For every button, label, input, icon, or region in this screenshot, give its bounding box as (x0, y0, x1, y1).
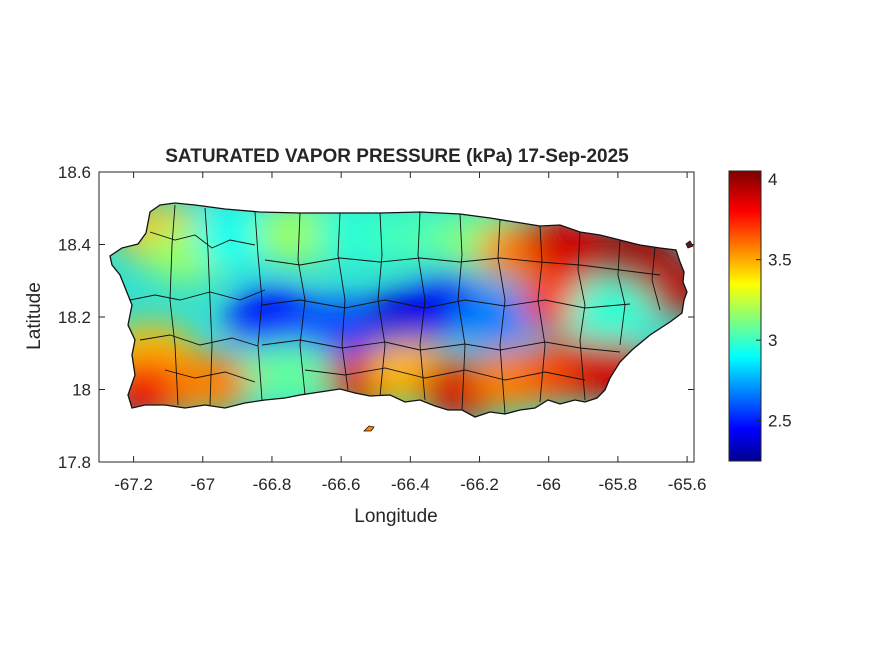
x-tick-label: -66.2 (460, 475, 499, 494)
heat-region-12 (297, 297, 386, 358)
x-tick-label: -65.6 (668, 475, 707, 494)
municipality-border-20 (304, 367, 586, 381)
colorbar-tick-label: 2.5 (768, 412, 792, 431)
municipality-border-0 (149, 231, 256, 249)
municipality-borders (129, 204, 661, 415)
municipality-border-8 (337, 212, 349, 391)
municipality-border-4 (254, 211, 263, 401)
municipality-border-15 (617, 239, 626, 346)
heat-region-20 (165, 352, 254, 413)
municipality-border-13 (537, 225, 546, 403)
municipality-border-1 (129, 289, 266, 301)
y-axis: 18.6 18.4 18.2 18 17.8 (58, 163, 694, 472)
x-tick-label: -67 (190, 475, 215, 494)
x-tick-label: -67.2 (114, 475, 153, 494)
y-axis-label: Latitude (24, 282, 45, 350)
x-tick-label: -66.8 (253, 475, 292, 494)
x-axis: -67.2 -67 -66.8 -66.6 -66.4 -66.2 -66 -65.8 -65.… (114, 172, 706, 494)
municipality-border-9 (377, 212, 386, 397)
heat-region-21 (245, 341, 334, 402)
x-axis-label: Longitude (354, 506, 437, 527)
municipality-border-6 (169, 204, 179, 406)
x-tick-label: -66.4 (391, 475, 430, 494)
municipality-border-12 (497, 219, 506, 415)
municipality-border-19 (261, 339, 621, 353)
municipality-border-17 (264, 257, 661, 276)
colorbar-ticks: 4 3.5 3 2.5 (756, 170, 792, 431)
municipality-border-18 (261, 299, 631, 309)
municipality-border-7 (297, 212, 306, 396)
x-tick-label: -65.8 (599, 475, 638, 494)
municipality-border-5 (204, 207, 213, 406)
colorbar (728, 170, 762, 462)
municipality-border-3 (164, 369, 256, 383)
chart-title: SATURATED VAPOR PRESSURE (kPa) 17-Sep-20… (165, 146, 629, 167)
y-tick-label: 18.6 (58, 163, 91, 182)
heat-region-11 (228, 287, 316, 347)
y-tick-label: 17.8 (58, 453, 91, 472)
colorbar-tick-label: 4 (768, 170, 777, 189)
municipality-border-14 (577, 231, 586, 401)
x-tick-label: -66 (536, 475, 561, 494)
heat-region-15 (452, 287, 541, 347)
y-tick-label: 18.2 (58, 308, 91, 327)
y-tick-label: 18.4 (58, 236, 91, 255)
x-tick-label: -66.6 (322, 475, 361, 494)
municipality-border-10 (417, 211, 426, 401)
heat-region-17 (567, 279, 655, 340)
colorbar-tick-label: 3.5 (768, 251, 792, 270)
municipality-border-16 (651, 246, 661, 311)
municipality-border-2 (139, 334, 259, 347)
colorbar-tick-label: 3 (768, 331, 777, 350)
y-tick-label: 18 (72, 381, 91, 400)
island-coastline (109, 202, 688, 418)
municipality-border-11 (457, 213, 466, 411)
small-island-caja-de-muertos (363, 425, 375, 432)
